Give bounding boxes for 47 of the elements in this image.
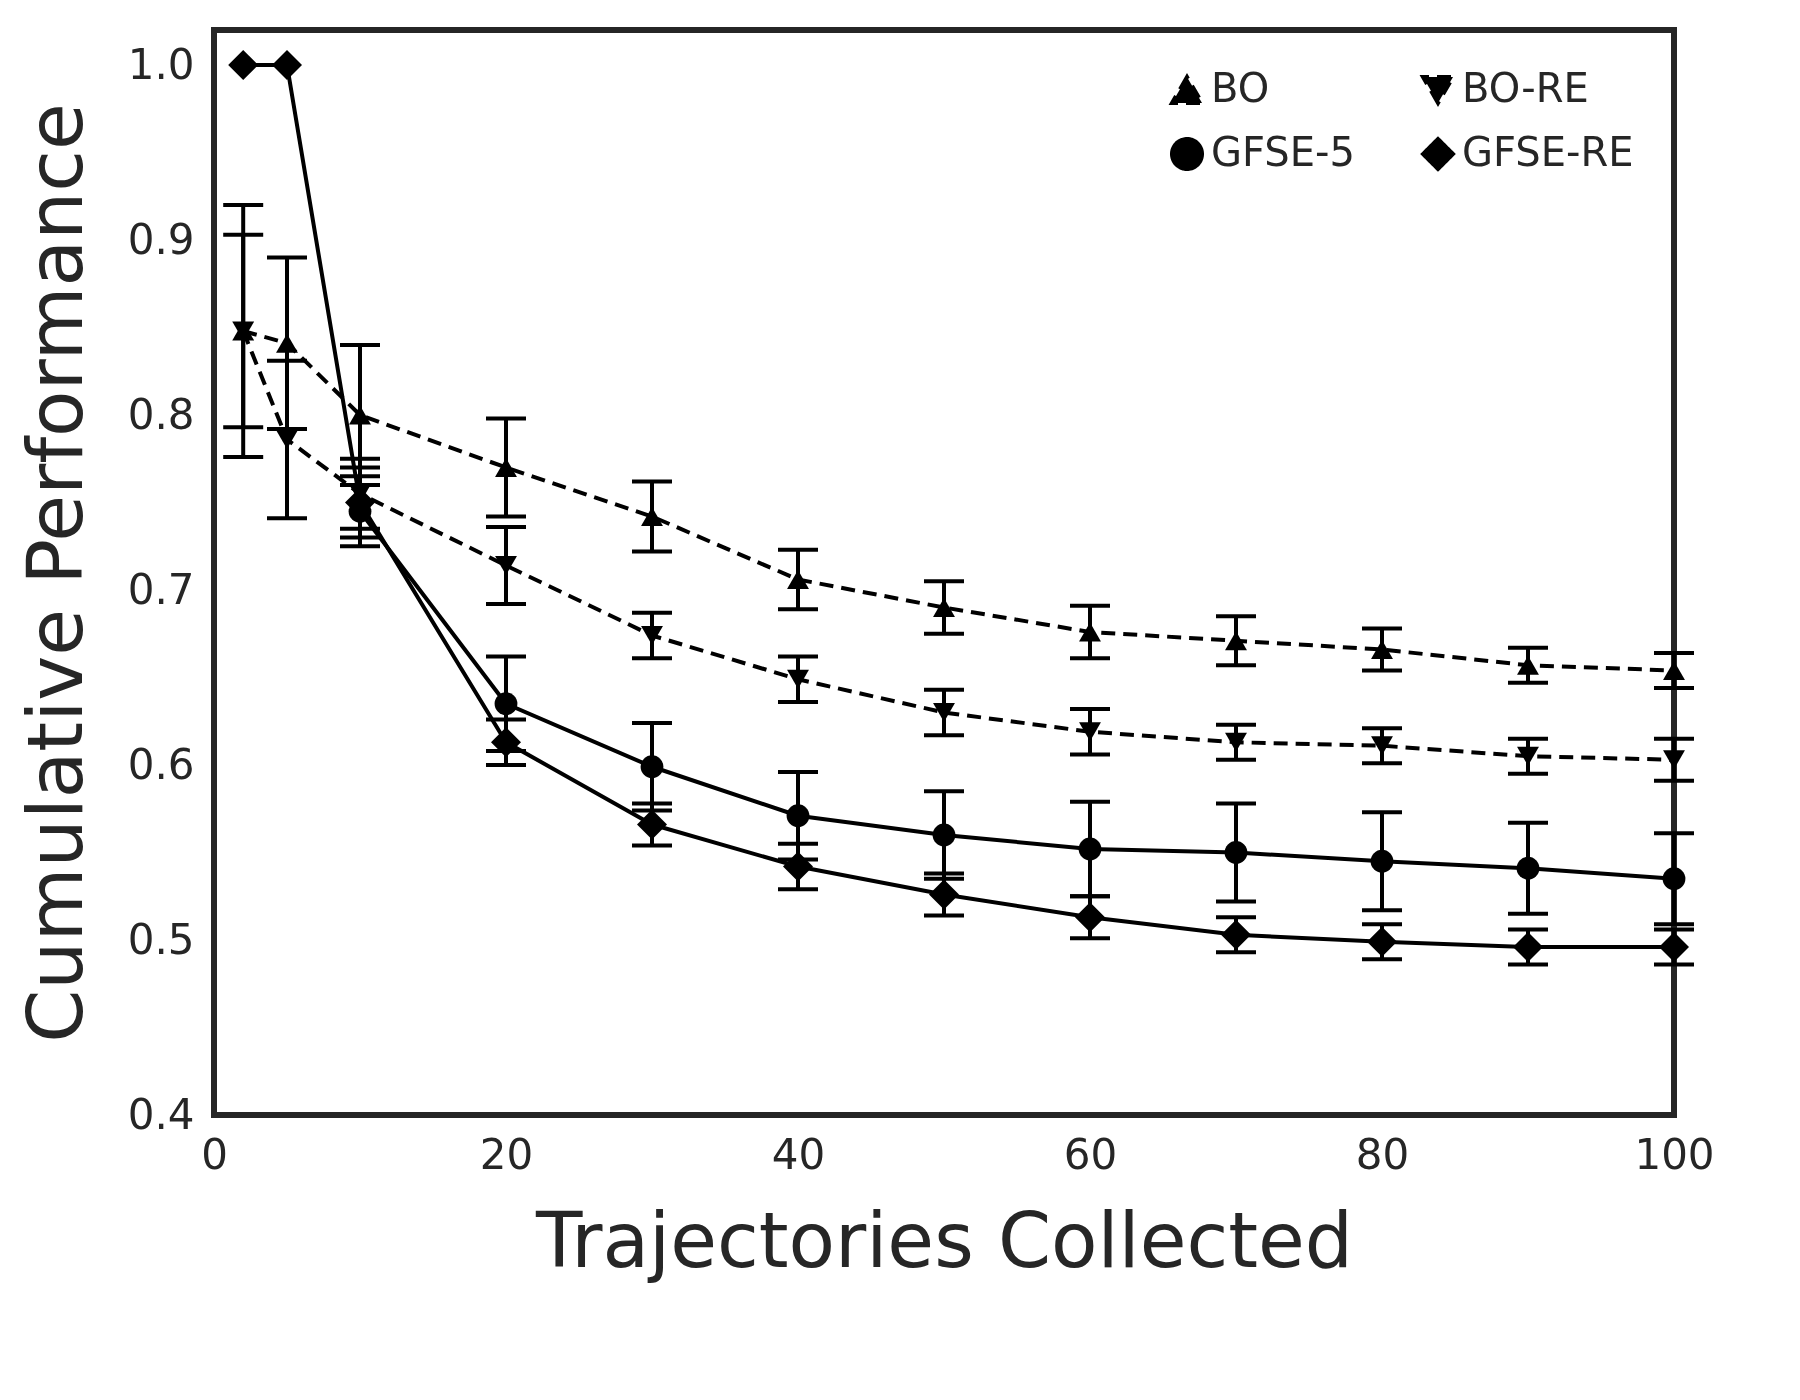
point <box>495 458 517 477</box>
point <box>640 755 664 779</box>
y-tick-label: 0.8 <box>127 389 195 439</box>
point <box>1224 841 1248 864</box>
point <box>641 626 663 645</box>
y-axis-title: Cumulative Performance <box>10 103 100 1043</box>
point <box>1371 640 1393 659</box>
y-tick-label: 1.0 <box>127 39 195 89</box>
x-axis-title: Trajectories Collected <box>534 1195 1354 1285</box>
point <box>641 507 663 526</box>
x-tick-label: 40 <box>771 1129 826 1179</box>
x-tick-label: 100 <box>1634 1129 1715 1179</box>
point <box>228 50 259 80</box>
point <box>932 823 956 847</box>
point <box>495 556 517 575</box>
point <box>637 809 667 840</box>
legend-label: BO-RE <box>1462 65 1589 111</box>
y-tick-label: 0.7 <box>127 564 195 614</box>
point <box>1516 856 1540 880</box>
point <box>494 692 518 716</box>
legend-label: GFSE-RE <box>1462 129 1634 175</box>
point <box>787 570 809 589</box>
point <box>272 50 302 80</box>
point <box>783 851 813 882</box>
x-tick-label: 0 <box>201 1129 228 1179</box>
point <box>933 598 955 617</box>
point <box>1078 837 1102 861</box>
point <box>787 669 809 689</box>
y-tick-label: 0.4 <box>127 1089 195 1139</box>
y-tick-label: 0.9 <box>127 214 195 264</box>
point <box>1225 732 1247 752</box>
point <box>1370 849 1394 873</box>
y-tick-label: 0.6 <box>127 739 195 789</box>
point <box>1225 631 1247 651</box>
point <box>933 703 955 722</box>
legend-label: GFSE-5 <box>1211 129 1355 175</box>
point <box>1075 902 1105 933</box>
point <box>929 879 959 910</box>
point <box>491 727 521 758</box>
point <box>786 804 810 828</box>
point <box>1662 867 1686 891</box>
x-tick-label: 80 <box>1355 1129 1410 1179</box>
point <box>276 430 298 449</box>
x-tick-label: 60 <box>1063 1129 1118 1179</box>
y-tick-label: 0.5 <box>127 914 195 964</box>
x-tick-label: 20 <box>479 1129 534 1179</box>
legend-label: BO <box>1211 65 1270 111</box>
